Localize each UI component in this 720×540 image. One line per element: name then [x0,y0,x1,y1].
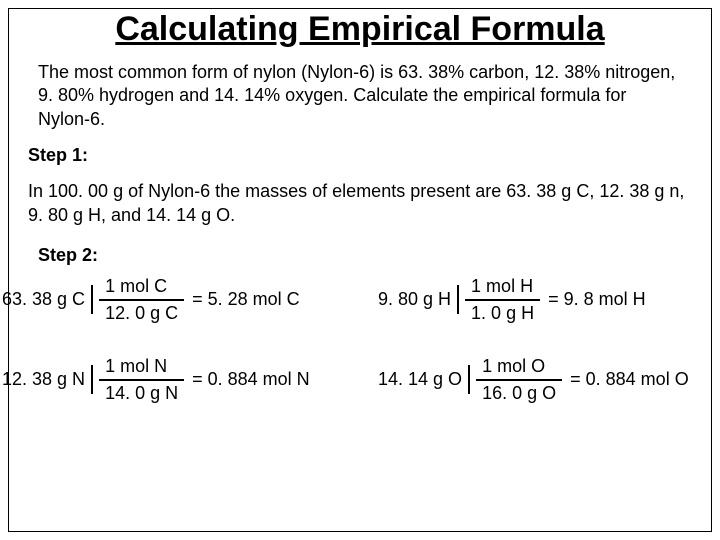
calc-result: = 5. 28 mol C [184,289,300,310]
calc-block: 9. 80 g H1 mol H1. 0 g H= 9. 8 mol H [378,276,646,324]
calc-numerator: 1 mol N [99,356,184,381]
calc-mass: 12. 38 g N [2,365,93,394]
calc-block: 14. 14 g O1 mol O16. 0 g O= 0. 884 mol O [378,356,689,404]
calc-mass: 63. 38 g C [2,285,93,314]
calc-mass: 9. 80 g H [378,285,459,314]
calc-fraction: 1 mol O16. 0 g O [470,356,562,404]
calc-block: 12. 38 g N1 mol N14. 0 g N= 0. 884 mol N [2,356,310,404]
calc-fraction: 1 mol N14. 0 g N [93,356,184,404]
calc-area: 63. 38 g C1 mol C12. 0 g C= 5. 28 mol C1… [0,276,720,466]
calc-numerator: 1 mol O [476,356,562,381]
calc-fraction: 1 mol C12. 0 g C [93,276,184,324]
calc-denominator: 1. 0 g H [465,301,540,324]
calc-result: = 9. 8 mol H [540,289,646,310]
calc-fraction: 1 mol H1. 0 g H [459,276,540,324]
calc-numerator: 1 mol H [465,276,540,301]
calc-result: = 0. 884 mol N [184,369,310,390]
calc-mass: 14. 14 g O [378,365,470,394]
calc-block: 63. 38 g C1 mol C12. 0 g C= 5. 28 mol C [2,276,300,324]
calc-denominator: 14. 0 g N [99,381,184,404]
calc-numerator: 1 mol C [99,276,184,301]
calc-denominator: 12. 0 g C [99,301,184,324]
calc-result: = 0. 884 mol O [562,369,689,390]
calc-denominator: 16. 0 g O [476,381,562,404]
